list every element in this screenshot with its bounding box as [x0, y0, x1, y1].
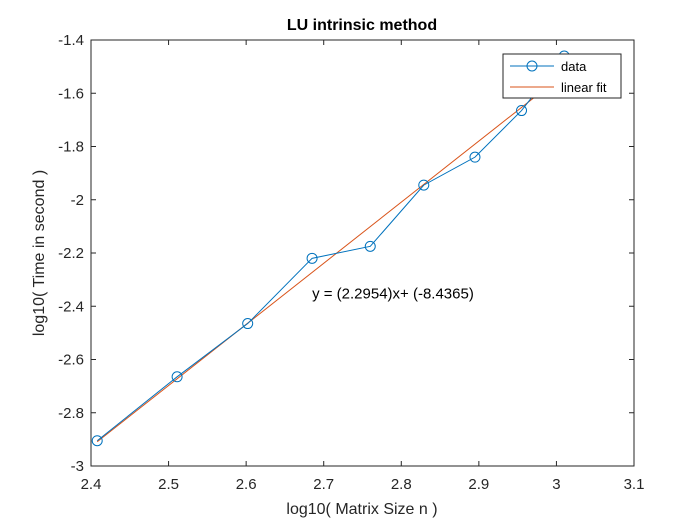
legend-data-marker	[526, 60, 538, 72]
data-point-marker	[306, 252, 318, 264]
plot-background	[91, 40, 634, 466]
legend: data linear fit	[502, 53, 622, 99]
y-tick-label: -2.8	[58, 405, 84, 422]
y-tick-label: -2.6	[58, 352, 84, 369]
data-point-marker	[469, 151, 481, 163]
x-tick-label: 2.8	[391, 476, 412, 493]
fit-equation-annotation: y = (2.2954)x+ (-8.4365)	[312, 285, 474, 302]
x-tick-label: 2.6	[236, 476, 257, 493]
x-tick-label: 2.4	[81, 476, 102, 493]
y-tick-label: -2	[71, 192, 84, 209]
legend-fit-label: linear fit	[561, 80, 607, 95]
plot-frame	[90, 39, 635, 467]
series-linear-fit-line	[96, 73, 565, 443]
x-axis-label: log10( Matrix Size n )	[286, 501, 437, 518]
y-tick-label: -2.4	[58, 298, 84, 315]
data-point-marker	[418, 179, 430, 191]
y-tick-label: -1.4	[58, 32, 84, 49]
data-point-marker	[242, 318, 254, 330]
y-tick-label: -1.8	[58, 139, 84, 156]
legend-box	[502, 53, 622, 99]
y-tick-label: -3	[71, 458, 84, 475]
x-tick-label: 2.5	[158, 476, 179, 493]
annotations: y = (2.2954)x+ (-8.4365)	[312, 285, 474, 302]
data-point-marker	[364, 240, 376, 252]
y-axis-label: log10( Time in second )	[31, 170, 48, 336]
x-tick-label: 3	[552, 476, 560, 493]
legend-data-label: data	[561, 59, 587, 74]
series-data-line	[96, 55, 565, 442]
data-point-marker	[91, 435, 103, 447]
y-tick-label: -2.2	[58, 245, 84, 262]
x-tick-label: 2.9	[468, 476, 489, 493]
data-point-marker	[171, 371, 183, 383]
tick-labels: 2.4 2.5 2.6 2.7 2.8 2.9 3 3.1 -3 -2.8 -2.6 -2.4 -2.2…	[58, 32, 644, 493]
data-point-marker	[516, 105, 528, 117]
chart-title: LU intrinsic method	[287, 17, 437, 34]
y-tick-label: -1.6	[58, 85, 84, 102]
x-tick-label: 3.1	[624, 476, 645, 493]
x-tick-label: 2.7	[313, 476, 334, 493]
